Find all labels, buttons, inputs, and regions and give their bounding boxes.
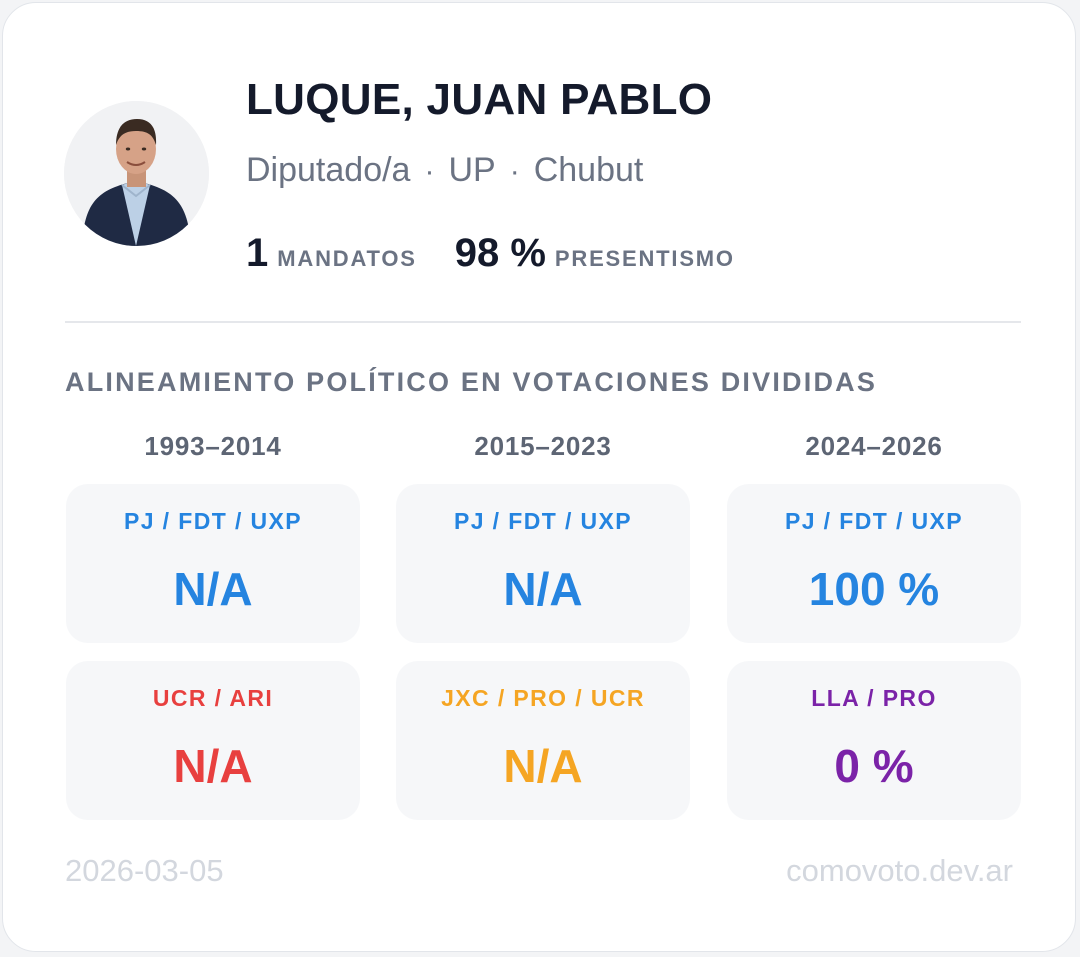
attendance-label: PRESENTISMO xyxy=(554,246,735,271)
party-label: PJ / FDT / UXP xyxy=(453,508,633,534)
party-label: JXC / PRO / UCR xyxy=(441,685,645,711)
footer-site: comovoto.dev.ar xyxy=(786,853,1013,888)
avatar xyxy=(64,101,209,246)
stats-row: 1 MANDATOS 98 % PRESENTISMO xyxy=(246,231,735,281)
alignment-value: N/A xyxy=(503,563,583,615)
period-label: 1993–2014 xyxy=(144,431,282,461)
alignment-value: N/A xyxy=(173,740,253,792)
party-label: UCR / ARI xyxy=(152,685,274,711)
alignment-box: PJ / FDT / UXP N/A xyxy=(396,484,690,643)
alignment-value: N/A xyxy=(173,563,253,615)
alignment-box: UCR / ARI N/A xyxy=(66,661,360,820)
mandates-value: 1 xyxy=(246,231,269,275)
footer-date: 2026-03-05 xyxy=(65,853,224,888)
period-label: 2024–2026 xyxy=(805,431,943,461)
period-label: 2015–2023 xyxy=(474,431,612,461)
role-text: Diputado/a xyxy=(246,151,411,189)
party-text: UP xyxy=(448,151,496,189)
legislator-subtitle: Diputado/a · UP · Chubut xyxy=(246,151,643,190)
separator-dot: · xyxy=(509,155,520,188)
separator-dot: · xyxy=(424,155,435,188)
portrait-image xyxy=(64,101,209,246)
section-title: ALINEAMIENTO POLÍTICO EN VOTACIONES DIVI… xyxy=(65,367,878,397)
divider xyxy=(65,321,1021,323)
party-label: PJ / FDT / UXP xyxy=(123,508,303,534)
party-label: LLA / PRO xyxy=(811,685,937,711)
alignment-value: N/A xyxy=(503,740,583,792)
party-label: PJ / FDT / UXP xyxy=(784,508,964,534)
attendance-value: 98 % xyxy=(454,231,546,275)
alignment-box: LLA / PRO 0 % xyxy=(727,661,1021,820)
alignment-box: PJ / FDT / UXP 100 % xyxy=(727,484,1021,643)
legislator-name: LUQUE, JUAN PABLO xyxy=(246,75,713,124)
alignment-box: PJ / FDT / UXP N/A xyxy=(66,484,360,643)
alignment-value: 100 % xyxy=(808,563,940,615)
province-text: Chubut xyxy=(533,151,644,189)
alignment-box: JXC / PRO / UCR N/A xyxy=(396,661,690,820)
mandates-label: MANDATOS xyxy=(277,246,417,271)
alignment-value: 0 % xyxy=(834,740,914,792)
